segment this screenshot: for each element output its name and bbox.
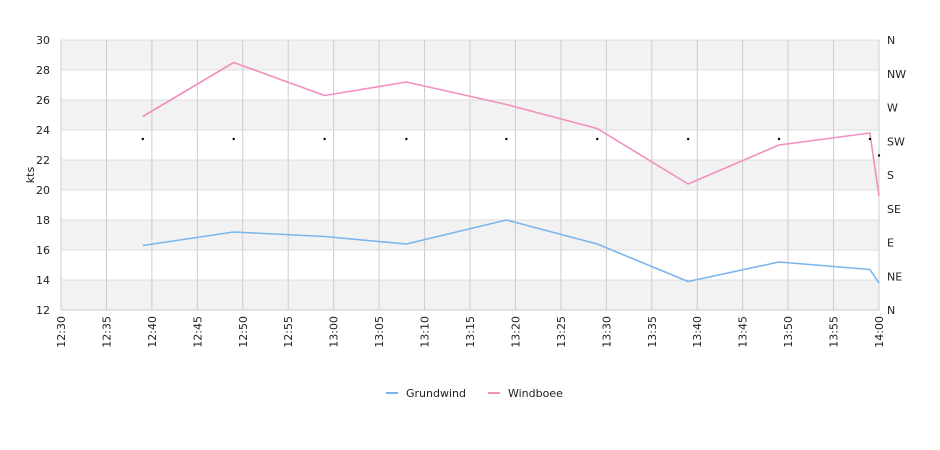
x-tick-label: 13:45 <box>737 316 750 348</box>
x-tick-label: 13:10 <box>419 316 432 348</box>
y-tick-label: 12 <box>36 304 50 317</box>
x-tick-label: 13:05 <box>373 316 386 348</box>
y-tick-label: 26 <box>36 94 50 107</box>
x-tick-label: 12:40 <box>146 316 159 348</box>
x-tick-label: 13:35 <box>646 316 659 348</box>
direction-point <box>405 137 408 141</box>
x-tick-label: 12:50 <box>237 316 250 348</box>
x-tick-label: 12:55 <box>282 316 295 348</box>
direction-point <box>323 137 326 141</box>
x-tick-label: 13:20 <box>509 316 522 348</box>
direction-label: NE <box>887 270 902 283</box>
legend-item-grundwind[interactable]: Grundwind <box>386 387 466 400</box>
x-tick-label: 13:55 <box>828 316 841 348</box>
y-axis-right-directions: N NE E SE S SW W NW N <box>887 34 906 317</box>
legend-label: Grundwind <box>406 387 466 400</box>
direction-point <box>686 137 690 141</box>
direction-point <box>232 137 235 141</box>
x-tick-label: 13:15 <box>464 316 477 348</box>
direction-point <box>877 154 881 157</box>
y-tick-label: 20 <box>36 184 50 197</box>
series-line-windboee <box>142 61 880 197</box>
direction-point <box>868 137 872 141</box>
series-line-grundwind <box>142 219 880 284</box>
y-axis-title: kts <box>24 167 37 184</box>
x-axis: 12:30 12:35 12:40 12:45 12:50 12:55 13:00 13:05… <box>55 316 886 348</box>
horizontal-grid <box>60 39 879 311</box>
direction-point <box>596 137 599 141</box>
y-tick-label: 16 <box>36 244 50 257</box>
direction-label: E <box>887 237 894 250</box>
direction-label: NW <box>887 68 906 81</box>
direction-point <box>141 137 144 141</box>
y-tick-label: 18 <box>36 214 50 227</box>
direction-point <box>777 137 781 141</box>
x-tick-label: 13:00 <box>328 316 341 348</box>
x-tick-label: 12:45 <box>191 316 204 348</box>
direction-label: N <box>887 304 895 317</box>
x-tick-label: 13:25 <box>555 316 568 348</box>
legend-label: Windboee <box>508 387 563 400</box>
x-tick-label: 14:00 <box>873 316 886 348</box>
y-tick-label: 24 <box>36 124 50 137</box>
y-tick-label: 28 <box>36 64 50 77</box>
direction-label: N <box>887 34 895 47</box>
x-tick-label: 13:40 <box>691 316 704 348</box>
direction-label: S <box>887 169 894 182</box>
y-tick-label: 30 <box>36 34 50 47</box>
direction-points <box>141 137 881 157</box>
direction-point <box>505 137 508 141</box>
x-tick-label: 12:30 <box>55 316 68 348</box>
y-tick-label: 14 <box>36 274 50 287</box>
series-layer <box>142 61 880 284</box>
direction-label: SE <box>887 203 901 216</box>
y-tick-label: 22 <box>36 154 50 167</box>
legend-item-windboee[interactable]: Windboee <box>487 387 563 400</box>
direction-label: SW <box>887 135 905 148</box>
legend[interactable]: Grundwind Windboee <box>386 387 563 400</box>
vertical-grid <box>60 40 880 310</box>
x-tick-label: 12:35 <box>100 316 113 348</box>
y-axis-left: 12 14 16 18 20 22 24 26 28 30 <box>36 34 50 317</box>
x-tick-label: 13:50 <box>782 316 795 348</box>
direction-label: W <box>887 102 898 115</box>
x-tick-label: 13:30 <box>600 316 613 348</box>
